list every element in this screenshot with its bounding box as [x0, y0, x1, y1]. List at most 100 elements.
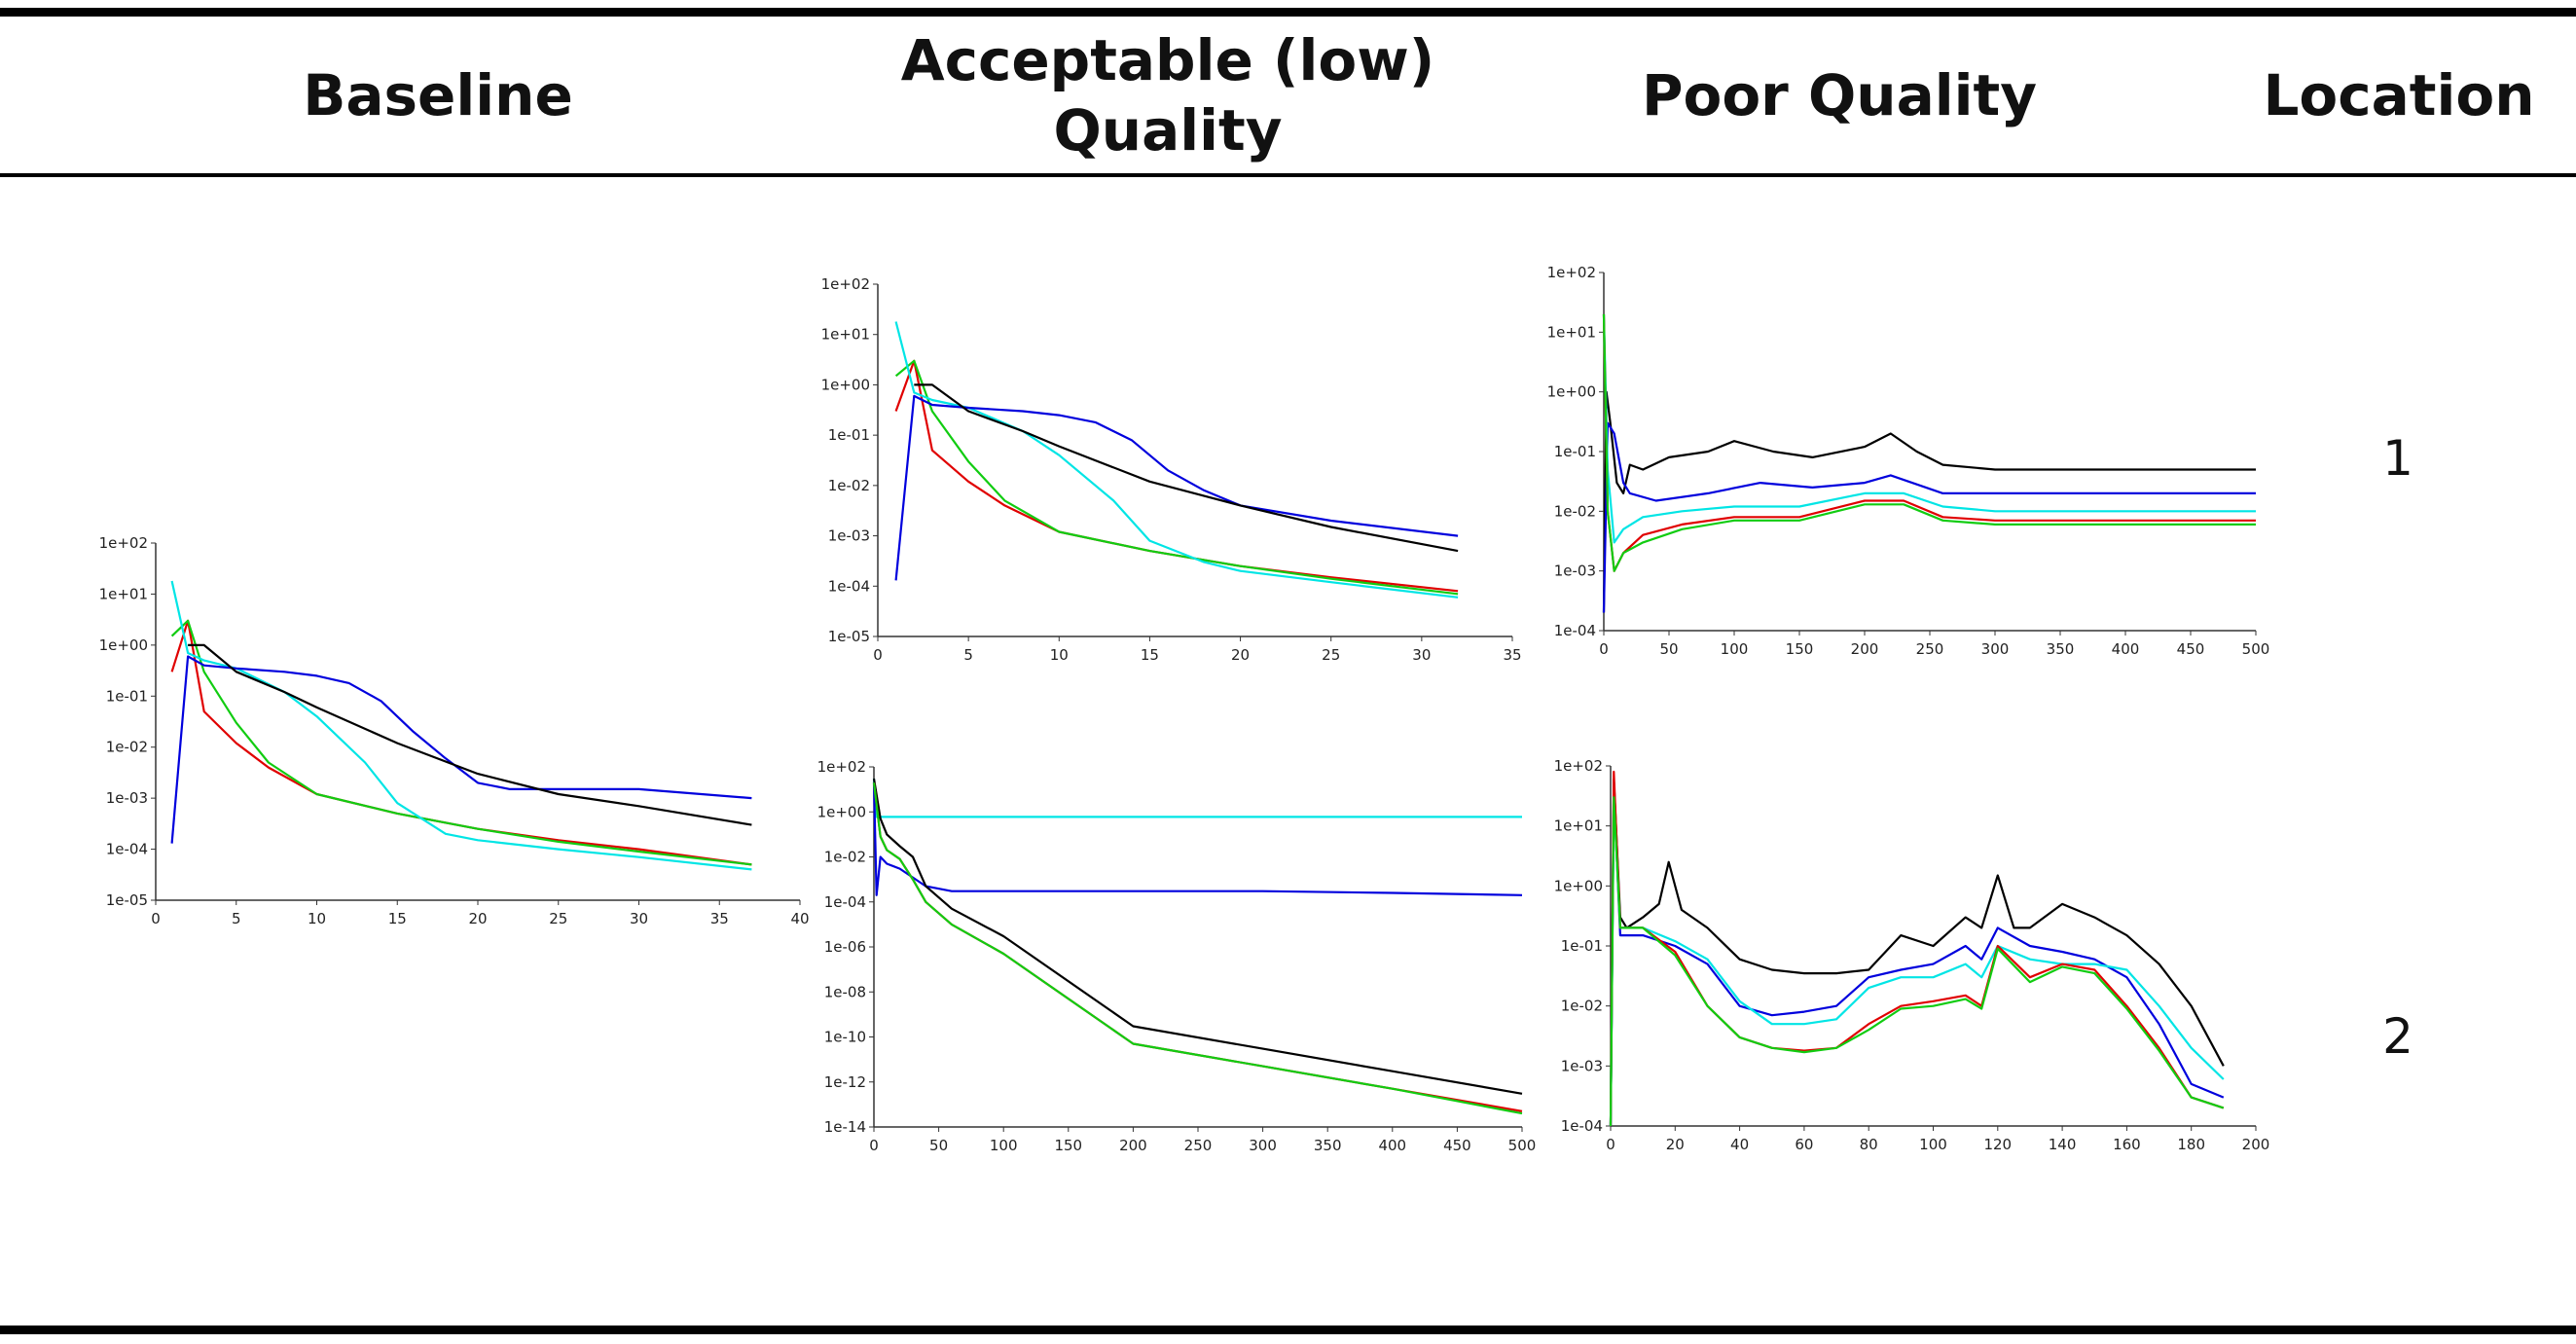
- location-label-2: 2: [2382, 1008, 2413, 1065]
- series-line-cyan: [894, 321, 1459, 599]
- y-tick-label: 1e-04: [824, 893, 866, 911]
- y-tick-label: 1e-04: [106, 841, 148, 858]
- x-tick-label: 120: [1983, 1136, 2012, 1153]
- x-tick-label: 200: [2242, 1136, 2270, 1153]
- x-tick-label: 20: [468, 910, 487, 927]
- series-line-black: [1602, 390, 2256, 613]
- header-acceptable-line1: Acceptable (low): [900, 27, 1435, 93]
- x-tick-label: 10: [308, 910, 326, 927]
- y-tick-label: 1e+02: [1547, 264, 1596, 281]
- x-tick-label: 450: [2177, 640, 2205, 658]
- series-line-red: [1609, 770, 2225, 1127]
- y-tick-label: 1e+02: [99, 534, 148, 552]
- x-tick-label: 0: [151, 910, 161, 927]
- series-line-cyan: [1602, 313, 2256, 544]
- header-acceptable: Acceptable (low) Quality: [876, 25, 1460, 165]
- y-tick-label: 1e+01: [99, 585, 148, 602]
- header-rule: [0, 173, 2576, 177]
- header-poor-quality: Poor Quality: [1641, 62, 2038, 128]
- x-tick-label: 35: [1503, 646, 1521, 664]
- x-tick-label: 0: [1606, 1136, 1615, 1153]
- x-tick-label: 30: [630, 910, 648, 927]
- x-tick-label: 35: [710, 910, 729, 927]
- x-tick-label: 0: [873, 646, 883, 664]
- series-line-blue: [872, 782, 1523, 896]
- x-tick-label: 60: [1795, 1136, 1813, 1153]
- x-tick-label: 400: [2112, 640, 2140, 658]
- x-tick-label: 350: [2047, 640, 2075, 658]
- y-tick-label: 1e-04: [1561, 1117, 1603, 1135]
- x-tick-label: 250: [1916, 640, 1944, 658]
- series-line-blue: [1602, 421, 2256, 613]
- x-tick-label: 30: [1412, 646, 1431, 664]
- y-tick-label: 1e-02: [828, 477, 870, 494]
- x-tick-label: 40: [790, 910, 809, 927]
- x-tick-label: 400: [1378, 1137, 1406, 1154]
- x-tick-label: 50: [1659, 640, 1678, 658]
- y-tick-label: 1e-03: [1561, 1057, 1603, 1074]
- header-location: Location: [2263, 62, 2535, 128]
- series-line-green: [1609, 796, 2225, 1127]
- y-tick-label: 1e-05: [828, 628, 870, 645]
- x-tick-label: 40: [1730, 1136, 1749, 1153]
- x-tick-label: 500: [2242, 640, 2270, 658]
- y-tick-label: 1e+02: [1554, 757, 1603, 775]
- series-line-cyan: [170, 580, 752, 871]
- y-tick-label: 1e+01: [1554, 817, 1603, 835]
- x-tick-label: 0: [1599, 640, 1609, 658]
- y-tick-label: 1e-03: [106, 789, 148, 807]
- series-line-black: [914, 383, 1459, 553]
- y-tick-label: 1e-03: [828, 527, 870, 545]
- x-tick-label: 250: [1184, 1137, 1213, 1154]
- x-tick-label: 300: [1249, 1137, 1277, 1154]
- x-tick-label: 200: [1851, 640, 1879, 658]
- x-tick-label: 50: [929, 1137, 948, 1154]
- x-tick-label: 140: [2049, 1136, 2077, 1153]
- x-tick-label: 15: [1141, 646, 1159, 664]
- series-line-black: [872, 778, 1523, 1095]
- y-tick-label: 1e-01: [1554, 443, 1596, 460]
- y-tick-label: 1e-04: [828, 577, 870, 595]
- series-line-green: [1602, 313, 2256, 572]
- y-tick-label: 1e+02: [821, 275, 870, 293]
- x-tick-label: 300: [1981, 640, 2010, 658]
- x-tick-label: 100: [1721, 640, 1749, 658]
- y-tick-label: 1e+00: [99, 636, 148, 654]
- y-tick-label: 1e-14: [824, 1118, 866, 1136]
- y-tick-label: 1e+02: [817, 758, 866, 776]
- x-tick-label: 500: [1508, 1137, 1537, 1154]
- y-tick-label: 1e-06: [824, 938, 866, 956]
- x-tick-label: 15: [388, 910, 407, 927]
- y-tick-label: 1e+00: [1547, 383, 1596, 401]
- y-tick-label: 1e-08: [824, 983, 866, 1000]
- x-tick-label: 100: [990, 1137, 1018, 1154]
- x-tick-label: 150: [1786, 640, 1814, 658]
- x-tick-label: 20: [1666, 1136, 1685, 1153]
- header-baseline: Baseline: [303, 62, 573, 128]
- bottom-rule: [0, 1326, 2576, 1334]
- header-acceptable-line2: Quality: [1053, 97, 1283, 163]
- x-tick-label: 450: [1443, 1137, 1471, 1154]
- x-tick-label: 10: [1050, 646, 1069, 664]
- y-tick-label: 1e+00: [821, 376, 870, 393]
- x-tick-label: 200: [1119, 1137, 1147, 1154]
- y-tick-label: 1e-01: [828, 426, 870, 444]
- series-line-black: [188, 643, 752, 826]
- y-tick-label: 1e-01: [1561, 937, 1603, 955]
- x-tick-label: 150: [1054, 1137, 1082, 1154]
- x-tick-label: 350: [1314, 1137, 1342, 1154]
- y-tick-label: 1e-05: [106, 891, 148, 909]
- top-rule: [0, 8, 2576, 17]
- x-tick-label: 5: [963, 646, 973, 664]
- series-line-green: [872, 782, 1523, 1115]
- y-tick-label: 1e+01: [821, 326, 870, 344]
- y-tick-label: 1e-10: [824, 1029, 866, 1046]
- y-tick-label: 1e+00: [1554, 877, 1603, 894]
- y-tick-label: 1e-02: [1554, 502, 1596, 520]
- y-tick-label: 1e-12: [824, 1073, 866, 1091]
- y-tick-label: 1e-04: [1554, 622, 1596, 639]
